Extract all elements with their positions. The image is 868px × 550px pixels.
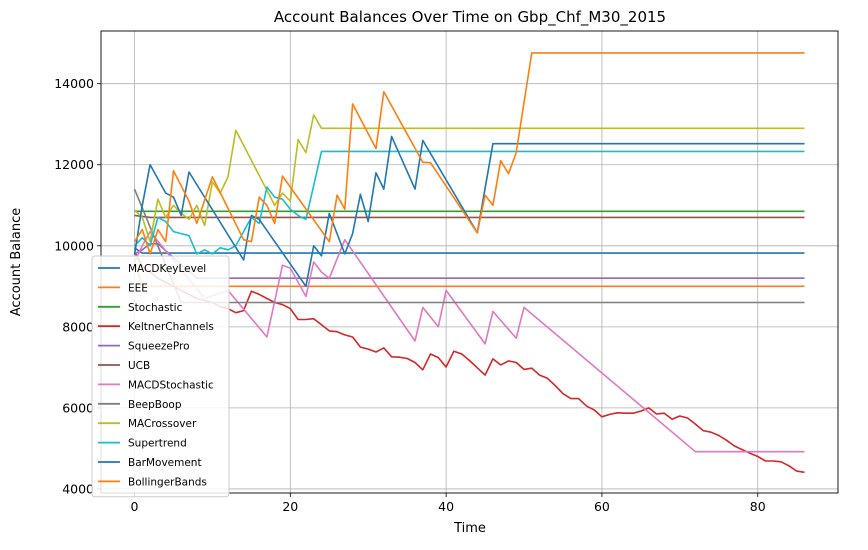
legend-entry-label: EEE — [128, 282, 148, 294]
y-tick-label: 4000 — [62, 481, 94, 496]
x-tick-label: 20 — [282, 499, 298, 514]
y-tick-label: 12000 — [54, 157, 94, 172]
y-axis-label: Account Balance — [9, 208, 24, 316]
x-tick-label: 80 — [750, 499, 766, 514]
legend-box — [91, 255, 230, 498]
legend-entry-label: MACDKeyLevel — [128, 263, 206, 275]
series-line-MACDKeyLevel — [134, 247, 805, 254]
legend-entry-label: KeltnerChannels — [128, 321, 214, 333]
legend-entry-label: SqueezePro — [128, 341, 190, 353]
legend-entry-label: Supertrend — [128, 438, 187, 450]
tick-layer: 0 20 40 60 80 4000 6000 8000 10000 12000 14000 — [54, 76, 766, 514]
x-tick-label: 60 — [594, 499, 610, 514]
chart-title: Account Balances Over Time on Gbp_Chf_M3… — [274, 8, 666, 27]
series-line-UCB — [134, 214, 805, 219]
y-tick-label: 6000 — [62, 400, 94, 415]
legend-entry-label: Stochastic — [128, 302, 183, 314]
x-tick-label: 40 — [438, 499, 454, 514]
series-line-KeltnerChannels — [133, 251, 805, 474]
legend: MACDKeyLevel EEE Stochastic KeltnerChannels… — [91, 255, 230, 498]
legend-entry-label: UCB — [128, 360, 150, 372]
legend-entry-label: MACDStochastic — [128, 379, 214, 391]
series-line-BollingerBands — [133, 52, 805, 255]
legend-entry-label: BarMovement — [128, 457, 202, 469]
legend-entry-label: MACrossover — [128, 418, 197, 430]
x-tick-label: 0 — [131, 499, 139, 514]
y-tick-label: 14000 — [54, 76, 94, 91]
series-line-MACrossover — [133, 114, 805, 243]
y-tick-label: 8000 — [62, 319, 94, 334]
series-line-BarMovement — [133, 135, 805, 288]
y-tick-label: 10000 — [54, 238, 94, 253]
x-axis-label: Time — [453, 521, 486, 536]
legend-entry-label: BeepBoop — [128, 399, 182, 411]
series-line-Supertrend — [133, 150, 805, 255]
legend-entry-label: BollingerBands — [128, 476, 207, 488]
